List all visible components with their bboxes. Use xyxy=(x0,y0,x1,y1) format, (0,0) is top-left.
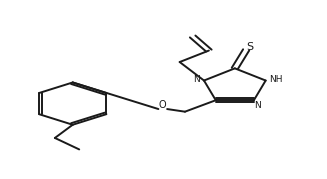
Text: N: N xyxy=(193,75,199,84)
Text: O: O xyxy=(159,100,166,110)
Text: NH: NH xyxy=(269,75,282,84)
Text: N: N xyxy=(254,101,261,110)
Text: S: S xyxy=(247,42,254,52)
